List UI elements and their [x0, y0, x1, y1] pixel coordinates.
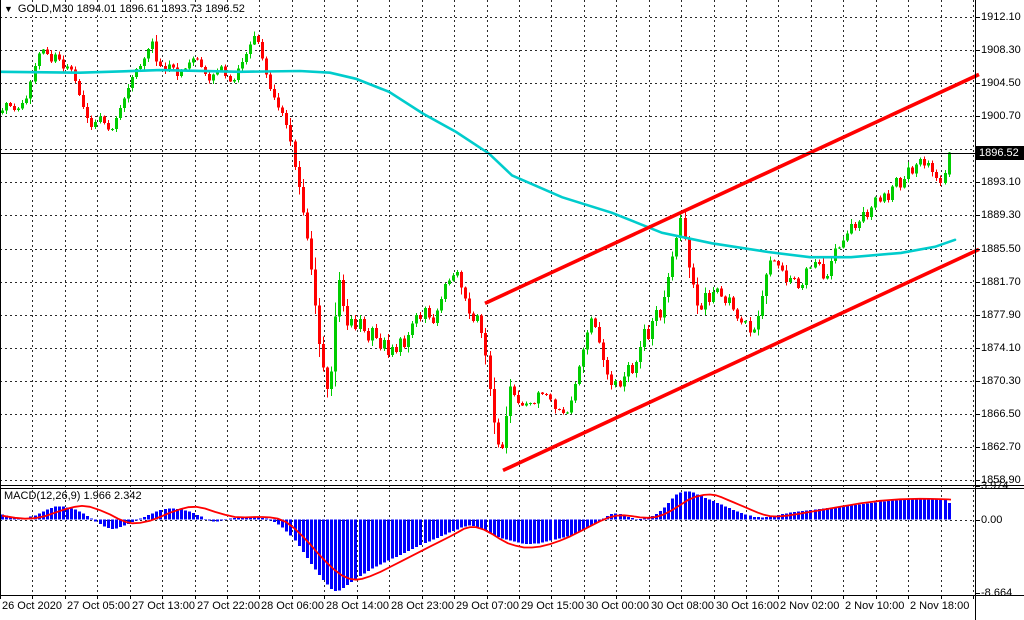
time-axis-label: 29 Oct 15:00 [521, 600, 584, 612]
macd-axis-label: -8.664 [981, 587, 1013, 599]
price-axis-label: 1893.10 [981, 176, 1021, 188]
time-axis-label: 26 Oct 2020 [2, 600, 62, 612]
price-axis-label: 1858.90 [981, 474, 1021, 486]
time-axis-label: 27 Oct 22:00 [197, 600, 260, 612]
time-axis-label: 28 Oct 14:00 [326, 600, 389, 612]
price-axis-label: 1889.30 [981, 209, 1021, 221]
macd-histogram[interactable] [1, 491, 951, 592]
time-axis-label: 29 Oct 07:00 [456, 600, 519, 612]
bid-price-marker: 1896.52 [976, 146, 1024, 160]
time-axis-label: 27 Oct 05:00 [67, 600, 130, 612]
time-axis-label: 30 Oct 16:00 [716, 600, 779, 612]
price-axis-label: 1877.90 [981, 309, 1021, 321]
time-axis-label: 2 Nov 02:00 [780, 600, 840, 612]
macd-axis-label: 3.974 [981, 480, 1009, 492]
trend-line-upper[interactable] [484, 72, 980, 305]
symbol-period-label: GOLD,M30 [17, 3, 74, 15]
price-axis-label: 1874.10 [981, 342, 1021, 354]
time-axis-label: 2 Nov 18:00 [910, 600, 970, 612]
price-axis-label: 1885.50 [981, 243, 1021, 255]
chart-title: ▼ GOLD,M30 1894.01 1896.61 1893.73 1896.5… [4, 3, 245, 16]
price-axis-label: 1912.10 [981, 11, 1021, 23]
time-axis-label: 28 Oct 06:00 [261, 600, 324, 612]
ohlc-readout: 1894.01 1896.61 1893.73 1896.52 [76, 3, 245, 15]
price-axis-label: 1866.50 [981, 408, 1021, 420]
macd-axis-label: 0.00 [981, 514, 1003, 526]
price-axis[interactable]: 1912.10 1908.30 1904.50 1900.70 1893.10 1889.… [981, 0, 1024, 620]
price-axis-label: 1908.30 [981, 44, 1021, 56]
time-axis-label: 2 Nov 10:00 [845, 600, 905, 612]
price-axis-label: 1881.70 [981, 276, 1021, 288]
time-axis-label: 30 Oct 08:00 [651, 600, 714, 612]
time-axis-label: 28 Oct 23:00 [391, 600, 454, 612]
price-axis-label: 1904.50 [981, 77, 1021, 89]
price-axis-label: 1870.30 [981, 375, 1021, 387]
candlestick-series [1, 31, 951, 454]
time-axis[interactable]: 26 Oct 2020 27 Oct 05:00 27 Oct 13:00 27 Oc… [0, 598, 975, 618]
macd-indicator-label: MACD(12,26,9) 1.966 2.342 [4, 490, 142, 502]
chart-expand-icon[interactable]: ▼ [4, 4, 13, 14]
time-axis-label: 27 Oct 13:00 [132, 600, 195, 612]
price-axis-label: 1900.70 [981, 110, 1021, 122]
time-axis-label: 30 Oct 00:00 [586, 600, 649, 612]
trend-line-lower[interactable] [502, 247, 980, 473]
macd-signal-line[interactable] [1, 493, 952, 581]
moving-average-line[interactable] [0, 68, 957, 259]
macd-axis[interactable]: 3.974 0.00 -8.664 [981, 0, 1024, 620]
price-axis-label: 1862.70 [981, 441, 1021, 453]
